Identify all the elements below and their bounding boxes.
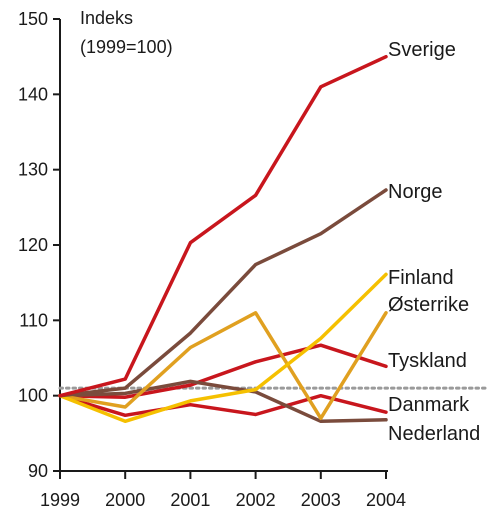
series-line-norge <box>58 188 388 398</box>
series-label-nederland: Nederland <box>388 423 480 445</box>
series-line-finland <box>58 272 388 424</box>
series-label-norge: Norge <box>388 181 442 203</box>
series-label-tyskland: Tyskland <box>388 350 467 372</box>
series-line-sverige <box>58 54 388 398</box>
series-label-østerrike: Østerrike <box>388 294 469 316</box>
series-label-sverige: Sverige <box>388 39 456 61</box>
series-line-nederland <box>58 379 388 424</box>
series-labels: Sverige Norge Finland Østerrike Tyskland Danm… <box>388 39 480 445</box>
x-tick-label: 1999 <box>40 490 80 510</box>
x-tick-label: 2000 <box>105 490 145 510</box>
x-tick-label: 2003 <box>301 490 341 510</box>
y-tick-label: 130 <box>18 160 48 180</box>
series-lines <box>58 54 388 424</box>
x-tick-label: 2002 <box>236 490 276 510</box>
x-tick-label: 2004 <box>366 490 406 510</box>
y-tick-label: 110 <box>19 310 48 330</box>
y-tick-label: 90 <box>28 461 48 481</box>
axes: 90 100 110 120 130 140 150 1999 2000 2001 2002 2003… <box>18 9 406 510</box>
y-tick-label: 120 <box>18 235 48 255</box>
series-label-danmark: Danmark <box>388 394 470 416</box>
y-axis-label-note: (1999=100) <box>80 37 173 57</box>
y-tick-label: 150 <box>18 9 48 29</box>
y-tick-label: 100 <box>18 386 48 406</box>
y-tick-label: 140 <box>18 84 48 104</box>
y-axis-label: Indeks <box>80 8 133 28</box>
series-line-østerrike <box>58 311 388 421</box>
x-tick-label: 2001 <box>170 490 210 510</box>
series-label-finland: Finland <box>388 267 454 289</box>
series-line-tyskland <box>58 343 388 399</box>
